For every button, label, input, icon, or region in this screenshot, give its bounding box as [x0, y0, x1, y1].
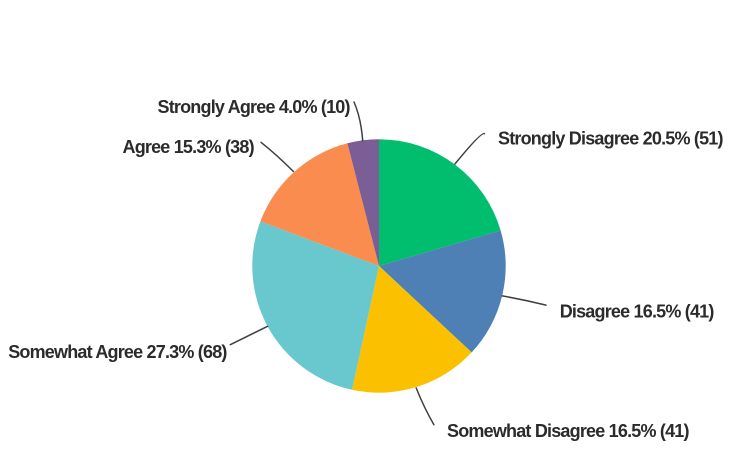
svg-text:Somewhat Disagree 16.5% (41): Somewhat Disagree 16.5% (41): [447, 421, 690, 441]
svg-text:Strongly Agree 4.0% (10): Strongly Agree 4.0% (10): [158, 97, 351, 117]
svg-text:Agree 15.3% (38): Agree 15.3% (38): [123, 137, 255, 157]
svg-text:Somewhat Agree 27.3% (68): Somewhat Agree 27.3% (68): [8, 342, 227, 362]
svg-text:Strongly Disagree 20.5% (51): Strongly Disagree 20.5% (51): [498, 129, 724, 149]
svg-text:Disagree 16.5% (41): Disagree 16.5% (41): [560, 302, 715, 322]
